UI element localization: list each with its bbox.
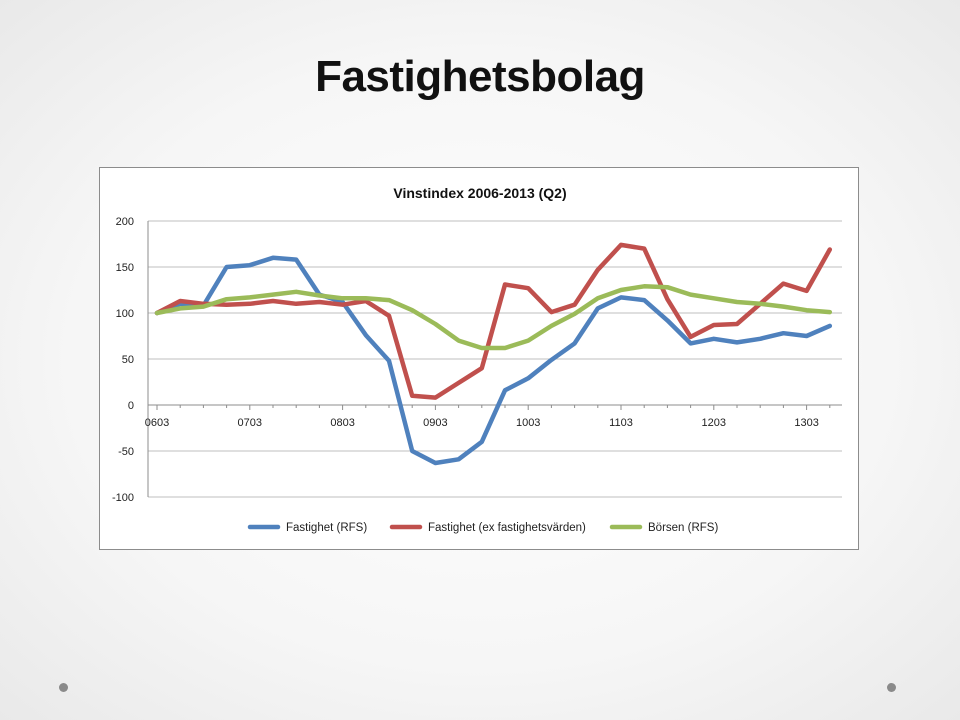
legend: Fastighet (RFS) Fastighet (ex fastighetsv…	[247, 522, 718, 534]
y-tick-label: 100	[116, 308, 134, 320]
line-chart: Vinstindex 2006-2013 (Q2) -100 -50 0 50 100 1…	[112, 185, 842, 534]
series-line-3	[154, 284, 833, 351]
nav-dot-left	[59, 683, 68, 692]
series-line-1	[154, 255, 833, 466]
legend-label-3: Börsen (RFS)	[648, 522, 718, 534]
y-tick-label: 200	[116, 216, 134, 228]
legend-label-1: Fastighet (RFS)	[286, 522, 367, 534]
x-tick-label: 0703	[238, 417, 262, 429]
x-tick-label: 0903	[423, 417, 447, 429]
y-tick-label: -100	[112, 492, 134, 504]
x-tick-label: 0803	[330, 417, 354, 429]
slide-title: Fastighetsbolag	[315, 52, 645, 101]
x-tick-label: 1003	[516, 417, 540, 429]
x-tick-label: 0603	[145, 417, 169, 429]
x-tick-label: 1303	[794, 417, 818, 429]
series-line-2	[154, 242, 833, 400]
legend-label-2: Fastighet (ex fastighetsvärden)	[428, 522, 586, 534]
y-tick-label: 0	[128, 400, 134, 412]
y-tick-label: 50	[122, 354, 134, 366]
y-axis-ticks: -100 -50 0 50 100 150 200	[112, 216, 134, 504]
chart-frame: Vinstindex 2006-2013 (Q2) -100 -50 0 50 100 1…	[99, 167, 859, 550]
x-tick-label: 1203	[702, 417, 726, 429]
x-axis-ticks: 0603 0703 0803 0903 1003 1103 1203 1303	[145, 405, 831, 429]
series-lines	[154, 242, 833, 466]
y-tick-label: -50	[118, 446, 134, 458]
chart-title: Vinstindex 2006-2013 (Q2)	[393, 185, 566, 201]
y-tick-label: 150	[116, 262, 134, 274]
x-tick-label: 1103	[609, 417, 633, 429]
nav-dot-right	[887, 683, 896, 692]
